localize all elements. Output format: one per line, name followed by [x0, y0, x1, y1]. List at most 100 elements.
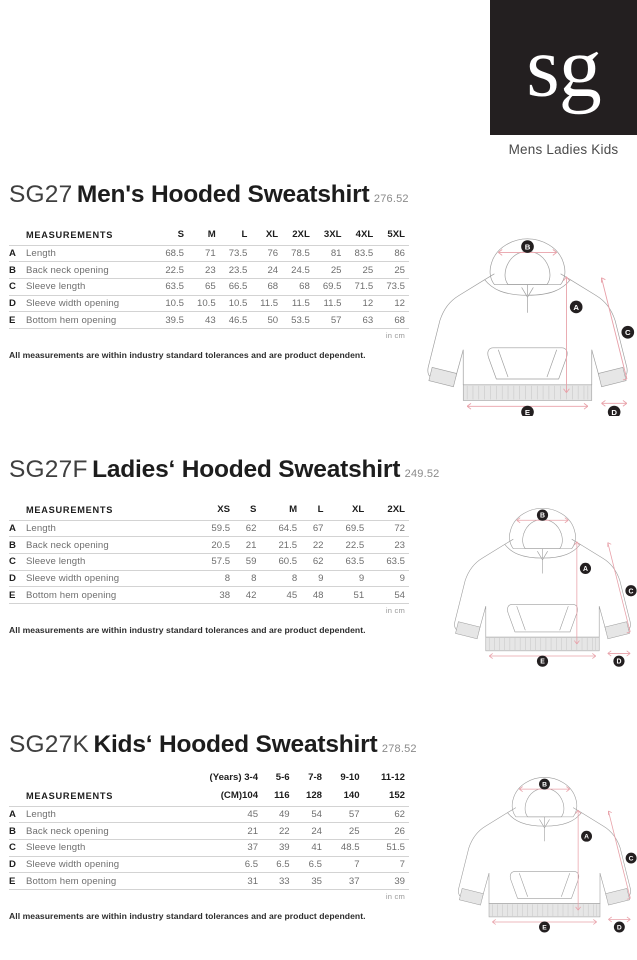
cell-value: 11.5 — [323, 297, 342, 309]
product-code: SG27 — [9, 181, 73, 208]
unit-label: in cm — [385, 605, 405, 615]
logo-tagline: Mens Ladies Kids — [508, 142, 619, 157]
cell-value: 60.5 — [278, 556, 298, 568]
svg-text:B: B — [525, 243, 531, 252]
cell-value: 51.5 — [386, 842, 405, 854]
cell-value: 39.5 — [165, 314, 184, 326]
header-size: S — [177, 229, 184, 241]
header-size: 5XL — [387, 229, 405, 241]
cell-value: 7 — [399, 858, 405, 870]
cell-value: 46.5 — [228, 314, 248, 326]
svg-text:D: D — [617, 925, 622, 932]
cell-value: 21.5 — [278, 539, 298, 551]
table-row: E Bottom hem opening 39.5 43 46.5 50 53.… — [9, 311, 409, 329]
header-measurements: MEASUREMENTS — [26, 504, 114, 515]
header-size: M — [207, 229, 216, 241]
cell-value: 67 — [312, 522, 324, 534]
cell-value: 25 — [348, 825, 360, 837]
footnote-text: All measurements are within industry sta… — [9, 910, 366, 921]
cell-value: 71.5 — [354, 281, 374, 293]
cell-value: 33 — [278, 875, 290, 887]
header-size: 2XL — [292, 229, 310, 241]
product-name: Men's Hooded Sweatshirt — [76, 181, 370, 208]
row-key: C — [9, 556, 16, 568]
cell-value: 8 — [291, 572, 298, 584]
row-label: Bottom hem opening — [26, 875, 117, 887]
table-head: (Years) 3-4 5-6 7-8 9-10 11-12 MEASUREME… — [9, 769, 409, 806]
cell-value: 68 — [394, 314, 405, 326]
row-label: Bottom hem opening — [26, 589, 117, 601]
header-size: L — [241, 229, 248, 241]
cell-value: 11.5 — [260, 297, 279, 309]
cell-value: 68 — [267, 281, 279, 293]
section-heading: SG27 Men's Hooded Sweatshirt 276.52 — [0, 181, 637, 208]
row-label: Back neck opening — [26, 264, 109, 276]
row-key: C — [9, 281, 16, 293]
table-header-row: MEASUREMENTS XS S M L XL 2XL — [9, 500, 409, 520]
cell-value: 49 — [278, 808, 290, 820]
header-size: XL — [351, 504, 365, 516]
cell-value: 11.5 — [291, 297, 310, 309]
table-body: A Length 59.5 62 64.5 67 69.5 72 B Back … — [9, 520, 409, 604]
unit-label: in cm — [385, 330, 405, 340]
header-cm: 152 — [388, 790, 405, 802]
cell-value: 81 — [330, 247, 342, 259]
hoodie-diagram-mens: B A C E D — [418, 231, 637, 416]
cell-value: 48.5 — [340, 842, 360, 854]
cell-value: 23.5 — [228, 264, 248, 276]
cell-value: 37 — [348, 875, 360, 887]
cell-value: 10.5 — [197, 297, 216, 309]
cell-value: 26 — [394, 825, 405, 837]
cell-value: 63 — [362, 314, 374, 326]
row-key: B — [9, 539, 16, 551]
brand-logo: sg Mens Ladies Kids — [490, 0, 637, 157]
diagram-markers: B A C E D — [539, 778, 637, 933]
header-measurements: MEASUREMENTS — [26, 790, 114, 801]
table-row: A Length 45 49 54 57 62 — [9, 806, 409, 823]
header-years: 9-10 — [340, 772, 360, 783]
svg-text:E: E — [540, 659, 545, 666]
table-row: A Length 59.5 62 64.5 67 69.5 72 — [9, 520, 409, 537]
cell-value: 57.5 — [211, 556, 231, 568]
svg-text:C: C — [629, 588, 634, 595]
cell-value: 57 — [348, 808, 360, 820]
cell-value: 59.5 — [211, 522, 231, 534]
cell-value: 45 — [286, 589, 298, 601]
table-row: E Bottom hem opening 31 33 35 37 39 — [9, 872, 409, 890]
cell-value: 54 — [394, 589, 405, 601]
cell-value: 24.5 — [291, 264, 310, 276]
row-label: Back neck opening — [26, 539, 109, 551]
cell-value: 62 — [394, 808, 405, 820]
section-ladies: SG27F Ladies‘ Hooded Sweatshirt 249.52 M… — [0, 456, 637, 667]
header-size: 2XL — [387, 504, 405, 516]
row-key: B — [9, 264, 16, 276]
section-heading: SG27F Ladies‘ Hooded Sweatshirt 249.52 — [0, 456, 637, 483]
cell-value: 25 — [362, 264, 374, 276]
cell-value: 6.5 — [308, 858, 323, 870]
table-row: B Back neck opening 22.5 23 23.5 24 24.5… — [9, 261, 409, 279]
cm-value: 104 — [242, 790, 259, 802]
cell-value: 12 — [394, 297, 405, 309]
table-row: B Back neck opening 21 22 24 25 26 — [9, 822, 409, 840]
header-size: S — [250, 504, 257, 516]
table-header-row-cm: MEASUREMENTS (CM)104 116 128 140 152 — [9, 786, 409, 806]
cell-value: 22.5 — [165, 264, 184, 276]
product-name: Ladies‘ Hooded Sweatshirt — [92, 456, 401, 483]
svg-text:D: D — [616, 659, 621, 666]
table-row: D Sleeve width opening 6.5 6.5 6.5 7 7 — [9, 856, 409, 873]
header-years: (Years) 3-4 — [177, 769, 262, 786]
diagram-markers: B A C E D — [536, 509, 637, 667]
header-size: 3XL — [323, 229, 342, 241]
cell-value: 7 — [354, 858, 360, 870]
cell-value: 41 — [311, 842, 323, 854]
hoodie-diagram-ladies: B A C E D — [448, 493, 637, 673]
row-label: Sleeve length — [26, 281, 86, 293]
years-prefix: (Years) — [209, 772, 242, 783]
table-head: MEASUREMENTS S M L XL 2XL 3XL 4XL 5XL — [9, 225, 409, 245]
cell-value: 68.5 — [165, 247, 184, 259]
cell-value: 45 — [247, 808, 259, 820]
cell-value: 9 — [399, 572, 405, 584]
row-label: Sleeve width opening — [26, 572, 120, 584]
svg-text:B: B — [542, 782, 547, 789]
